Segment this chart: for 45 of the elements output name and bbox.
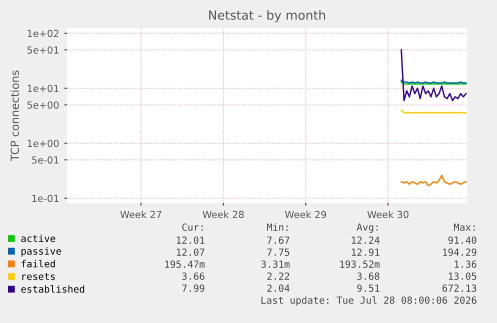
text: 12.01 <box>176 236 204 244</box>
text: 13.05 <box>448 272 476 280</box>
legend-label: resets <box>22 273 55 280</box>
text: 3.68 <box>357 272 380 280</box>
y-tick-label: 1e-01 <box>32 194 58 202</box>
y-tick-label: 5e-01 <box>32 156 58 164</box>
text: Avg: <box>356 224 378 233</box>
text: Max: <box>454 224 475 231</box>
text: 193.52m <box>340 260 380 268</box>
text: 195.47m <box>165 260 205 268</box>
legend-label: established <box>21 285 84 293</box>
legend-label: passive <box>22 247 62 257</box>
text: 12.24 <box>352 236 380 244</box>
y-tick-label: 1e+01 <box>28 84 58 92</box>
text: Last update: Tue Jul 28 08:00:06 2026 <box>261 296 476 306</box>
text: 7.99 <box>182 284 204 292</box>
y-tick-label: 5e+01 <box>27 46 58 54</box>
text: 1.36 <box>454 260 476 268</box>
text: 3.66 <box>182 272 204 280</box>
y-tick-label: 5e+00 <box>27 101 59 109</box>
text: Cur: <box>182 223 203 231</box>
text: Min: <box>266 223 288 231</box>
line-series <box>400 174 467 186</box>
x-tick-label: Week 27 <box>120 210 162 218</box>
text: 2.04 <box>267 284 290 292</box>
text: 2.22 <box>267 272 290 280</box>
x-tick-label: Week 28 <box>202 210 244 218</box>
text: 91.40 <box>448 236 476 244</box>
text: 3.31m <box>261 260 290 268</box>
legend-label: active <box>21 234 56 242</box>
text: 7.75 <box>267 248 290 256</box>
y-tick-label: 1e+02 <box>28 30 58 38</box>
text: 12.07 <box>176 248 204 256</box>
text: 12.91 <box>352 248 380 256</box>
chart-title: Netstat - by month <box>209 10 326 22</box>
x-tick-label: Week 29 <box>285 210 326 218</box>
line-series <box>400 49 467 102</box>
y-axis-title: TCP connections <box>10 70 19 162</box>
y-tick-label: 1e+00 <box>28 140 59 148</box>
text: 7.67 <box>267 236 290 244</box>
x-tick-label: Week 30 <box>367 210 408 218</box>
legend-label: failed <box>22 260 55 268</box>
text: 672.13 <box>442 284 476 292</box>
text: 194.29 <box>443 248 476 256</box>
text: 9.51 <box>357 284 380 292</box>
